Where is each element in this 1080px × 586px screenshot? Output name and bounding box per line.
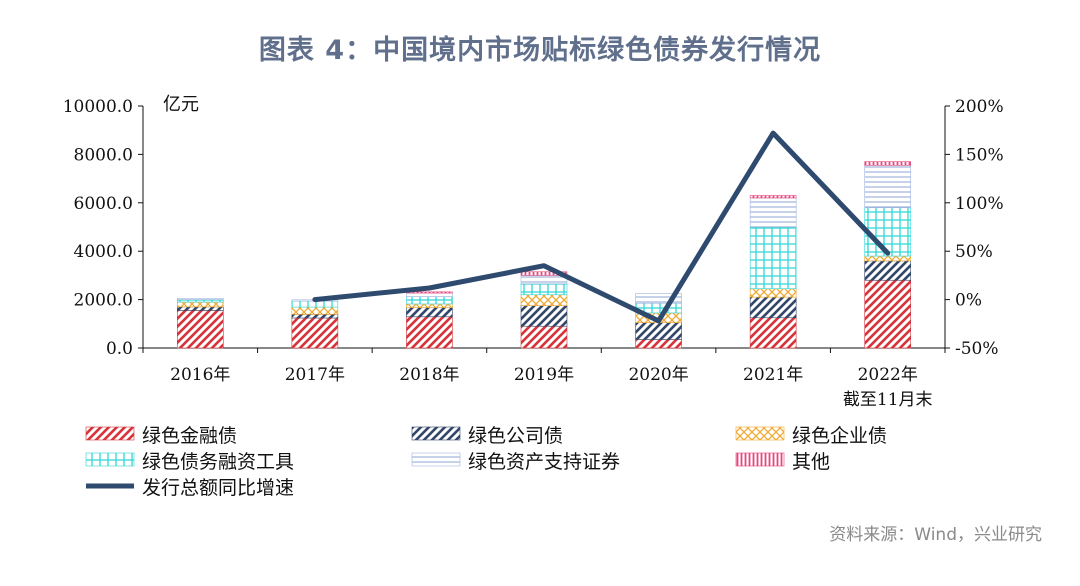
x-tick-label: 2018年: [399, 365, 459, 385]
x-tick-label: 2020年: [628, 365, 688, 385]
legend-swatch-other: [735, 452, 785, 467]
chart-title: 图表 4：中国境内市场贴标绿色债券发行情况: [258, 35, 822, 66]
y-right-tick-label: 0%: [955, 291, 982, 311]
x-tick-label: 2016年: [170, 365, 230, 385]
bar-segment-green_corporate: [864, 260, 912, 281]
legend-swatch-green_corporate: [411, 426, 461, 441]
y-left-tick-label: 2000.0: [74, 291, 133, 311]
bar-segment-green_finance: [864, 279, 912, 349]
legend-swatch-green_abs: [411, 452, 461, 467]
bar-segment-green_enterprise: [749, 288, 797, 298]
x-tick-label: 2019年: [514, 365, 574, 385]
bar-segment-green_debt_financing: [520, 283, 568, 296]
bar-segment-green_enterprise: [864, 255, 912, 262]
bar-segment-green_abs: [635, 293, 682, 304]
y-left-tick-label: 0.0: [106, 339, 133, 359]
bar-segment-green_corporate: [635, 322, 682, 340]
bar-segment-green_finance: [176, 310, 224, 349]
bar-segment-green_enterprise: [176, 301, 224, 308]
legend-swatch-green_enterprise: [735, 426, 785, 441]
bar-segment-green_corporate: [520, 305, 568, 327]
legend-label-green_abs: 绿色资产支持证券: [468, 451, 620, 473]
legend-label-green_corporate: 绿色公司债: [468, 425, 563, 447]
growth-line: [312, 130, 891, 324]
y-right-tick-label: 200%: [955, 97, 1004, 117]
bar-segment-green_corporate: [176, 306, 224, 311]
growth-line-layer: [312, 130, 891, 324]
bar-segment-green_corporate: [749, 296, 797, 319]
bar-segment-green_abs: [176, 298, 224, 300]
bar-segment-green_finance: [520, 325, 568, 349]
bar-segment-green_debt_financing: [864, 207, 912, 257]
bar-segment-green_corporate: [291, 314, 339, 319]
legend-label-other: 其他: [792, 451, 830, 473]
bar-segment-green_finance: [635, 339, 682, 349]
y-left-tick-label: 10000.0: [63, 97, 133, 117]
bar-segment-other: [864, 161, 912, 166]
x-tick-label: 2022年: [858, 365, 918, 385]
legend-label-green_finance: 绿色金融债: [142, 425, 237, 447]
bar-segment-green_enterprise: [520, 294, 568, 306]
x-tick-label: 2017年: [285, 365, 345, 385]
legend-label-green_enterprise: 绿色企业债: [792, 425, 887, 447]
legend-label-green_debt_financing: 绿色债务融资工具: [142, 451, 294, 473]
y-right-tick-label: 150%: [955, 145, 1004, 165]
bar-segment-green_corporate: [406, 307, 453, 318]
bar-segment-green_finance: [406, 316, 453, 349]
y-left-tick-label: 6000.0: [74, 194, 133, 214]
y-right-tick-label: -50%: [955, 339, 999, 359]
y-right-tick-label: 100%: [955, 194, 1004, 214]
bars: [176, 161, 912, 349]
bar-segment-green_abs: [749, 197, 797, 228]
bar-segment-green_abs: [864, 164, 912, 208]
bar-segment-other: [520, 271, 568, 276]
axes: 0.0 2000.0 4000.0 6000.0 8000.0 10000.0 -50% 0%…: [63, 94, 1004, 410]
y-left-tick-label: 4000.0: [74, 242, 133, 262]
y-unit-label: 亿元: [163, 94, 199, 115]
bar-segment-green_debt_financing: [176, 299, 224, 303]
bar-segment-green_debt_financing: [749, 226, 797, 290]
y-left-tick-label: 8000.0: [74, 145, 133, 165]
bar-segment-green_enterprise: [291, 306, 339, 315]
bar-segment-other: [749, 195, 797, 199]
legend-swatch-green_finance: [85, 426, 135, 441]
bar-segment-green_debt_financing: [406, 296, 453, 305]
y-right-tick-label: 50%: [955, 242, 993, 262]
bar-segment-green_enterprise: [406, 303, 453, 308]
bar-segment-green_abs: [520, 275, 568, 285]
bar-segment-green_finance: [291, 317, 339, 349]
legend-swatch-green_debt_financing: [85, 452, 135, 467]
x-tick-label: 2021年: [743, 365, 803, 385]
x-tick-label: 截至11月末: [843, 390, 933, 410]
bar-segment-green_finance: [749, 317, 797, 349]
source-note: 资料来源：Wind，兴业研究: [829, 525, 1042, 545]
legend-label-growth_line: 发行总额同比增速: [142, 477, 294, 499]
bar-segment-green_abs: [406, 292, 453, 297]
